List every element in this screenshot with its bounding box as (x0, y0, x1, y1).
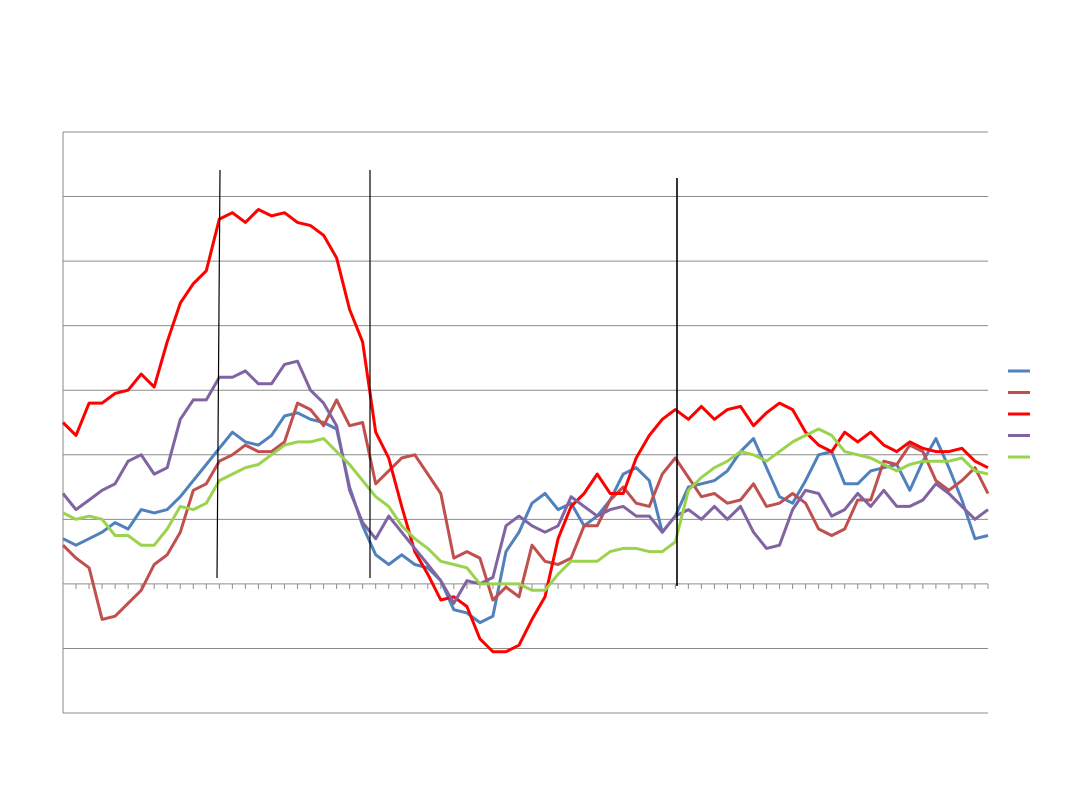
series-line (61, 208, 989, 654)
series-line (61, 359, 989, 605)
series-line (62, 411, 989, 625)
series-line (61, 398, 990, 621)
marker-line (216, 169, 221, 579)
plot-area (61, 208, 990, 654)
grid (62, 131, 989, 714)
legend (1008, 369, 1030, 459)
